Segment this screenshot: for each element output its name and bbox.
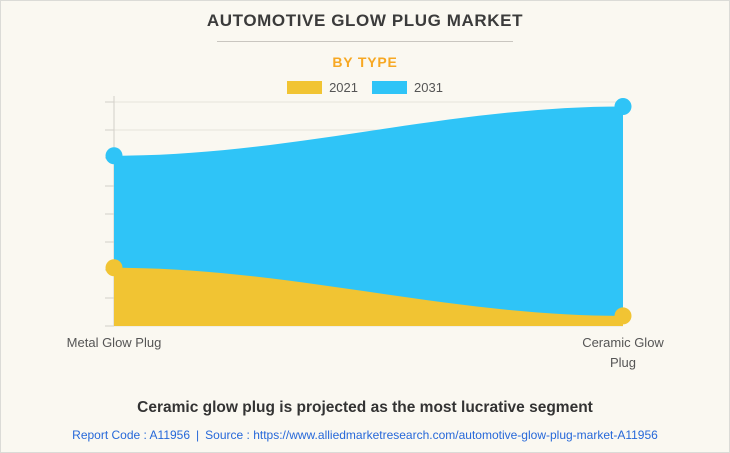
source-prefix: Source : <box>205 428 250 442</box>
x-axis-label-metal-glow-plug: Metal Glow Plug <box>66 335 162 350</box>
legend-label-2031: 2031 <box>414 80 443 95</box>
legend-item-2021[interactable]: 2021 <box>287 80 358 95</box>
legend-swatch-2021 <box>287 81 323 94</box>
title-divider <box>217 41 513 42</box>
legend-swatch-2031 <box>372 81 407 94</box>
x-axis-label-ceramic-glow-plug: Ceramic Glow Plug <box>582 335 664 370</box>
page-title: AUTOMOTIVE GLOW PLUG MARKET <box>206 11 524 30</box>
source-line: Report Code : A11956 | Source : https://ww… <box>1 428 729 442</box>
footer-headline: Ceramic glow plug is projected as the mo… <box>137 399 593 416</box>
report-code: Report Code : A11956 <box>72 428 191 442</box>
source-link[interactable]: https://www.alliedmarketresearch.com/aut… <box>253 428 658 442</box>
legend: 2021 2031 <box>1 80 729 95</box>
chart-subtitle: BY TYPE <box>332 54 398 70</box>
legend-item-2031[interactable]: 2031 <box>372 80 443 95</box>
area-chart-canvas[interactable] <box>1 91 730 391</box>
area-chart[interactable]: Metal Glow Plug Ceramic Glow Plug <box>1 91 730 391</box>
legend-label-2021: 2021 <box>329 80 358 95</box>
separator: | <box>196 428 200 442</box>
